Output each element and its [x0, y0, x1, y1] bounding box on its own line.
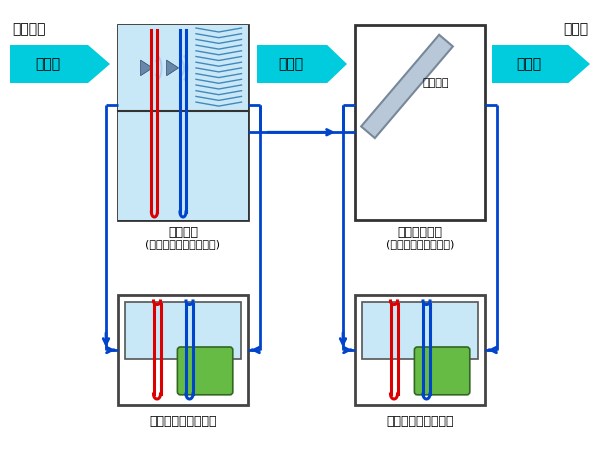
Polygon shape	[10, 45, 110, 83]
Bar	[362, 302, 478, 359]
Text: 室内から: 室内から	[12, 22, 46, 36]
Bar	[118, 111, 248, 220]
Bar	[355, 295, 485, 405]
Text: 熱交換器: 熱交換器	[422, 78, 449, 88]
Text: 空　気: 空 気	[278, 57, 303, 71]
FancyBboxPatch shape	[415, 347, 470, 395]
Text: 空　気: 空 気	[516, 57, 541, 71]
Polygon shape	[167, 60, 179, 76]
Text: スクラバ: スクラバ	[168, 226, 198, 239]
Bar	[118, 295, 248, 405]
Polygon shape	[140, 60, 152, 76]
Text: 低温恒温水循環装置: 低温恒温水循環装置	[386, 415, 454, 428]
Text: 室内へ: 室内へ	[563, 22, 588, 36]
Text: 空　気: 空 気	[35, 57, 60, 71]
Text: (空気中の水分を整える): (空気中の水分を整える)	[146, 239, 221, 249]
Text: ファンコイル: ファンコイル	[398, 226, 443, 239]
FancyBboxPatch shape	[178, 347, 233, 395]
Polygon shape	[257, 45, 347, 83]
Text: (空気の温度を整える): (空気の温度を整える)	[386, 239, 454, 249]
Polygon shape	[492, 45, 590, 83]
Polygon shape	[361, 35, 453, 138]
Bar	[118, 25, 248, 220]
Text: 低温恒温水循環装置: 低温恒温水循環装置	[149, 415, 217, 428]
Bar	[118, 25, 248, 111]
Bar	[355, 25, 485, 220]
Bar	[125, 302, 241, 359]
